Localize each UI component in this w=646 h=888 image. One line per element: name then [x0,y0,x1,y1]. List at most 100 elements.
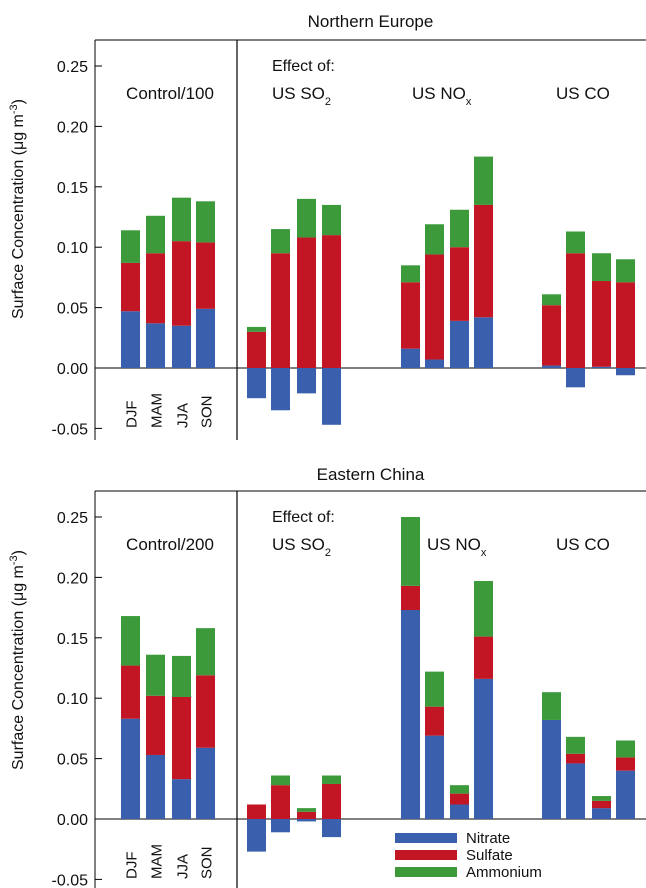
y-tick-label: -0.05 [52,872,89,888]
bar-sulfate-usso2-djf [247,804,266,819]
bar-ammonium-usco-jja [592,796,611,801]
legend-swatch-ammonium [395,867,457,877]
y-tick-label: 0.00 [57,361,88,378]
bar-sulfate-usso2-son [322,235,341,368]
bar-ammonium-usco-son [616,740,635,758]
y-axis-label: Surface Concentration (μg m-3) [8,99,27,319]
season-label-djf: DJF [124,401,141,429]
bar-ammonium-usso2-son [322,775,341,784]
bar-sulfate-usnox-djf [401,282,420,349]
bar-sulfate-control200-son [196,675,215,748]
bar-sulfate-control100-son [196,242,215,309]
bar-ammonium-usco-mam [566,231,585,254]
y-tick-label: 0.05 [57,301,88,318]
control-label: Control/200 [126,535,214,554]
bar-nitrate-usco-son [616,368,635,376]
bar-sulfate-usso2-djf [247,331,266,368]
bar-nitrate-usco-djf [542,365,561,368]
control-label: Control/100 [126,84,214,103]
bar-sulfate-usso2-mam [271,785,290,819]
bar-nitrate-control200-jja [172,779,191,819]
bar-ammonium-usco-jja [592,253,611,282]
bar-nitrate-usnox-djf [401,348,420,368]
season-label-mam: MAM [149,844,166,879]
bar-sulfate-usco-jja [592,281,611,367]
bar-ammonium-usso2-son [322,204,341,236]
bar-nitrate-usnox-djf [401,610,420,819]
bar-sulfate-control100-jja [172,241,191,326]
legend-label-nitrate: Nitrate [466,830,510,847]
bar-nitrate-control100-jja [172,325,191,368]
legend-swatch-nitrate [395,833,457,843]
bar-sulfate-usco-son [616,282,635,368]
bar-sulfate-usco-mam [566,253,585,368]
y-tick-label: 0.25 [57,510,88,527]
bar-sulfate-usso2-jja [297,811,316,819]
bar-ammonium-usco-mam [566,736,585,754]
season-label-jja: JJA [175,403,192,428]
y-tick-label: 0.15 [57,631,88,648]
bar-nitrate-usco-mam [566,763,585,819]
y-tick-label: -0.05 [52,421,89,438]
bar-ammonium-usco-son [616,259,635,283]
bar-sulfate-control200-jja [172,696,191,780]
bar-sulfate-usnox-son [474,636,493,679]
bar-sulfate-control100-djf [121,262,140,312]
bar-nitrate-control200-son [196,747,215,819]
bar-nitrate-usso2-son [322,819,341,838]
y-tick-label: 0.20 [57,119,88,136]
y-tick-label: 0.15 [57,180,88,197]
bar-nitrate-usnox-jja [450,320,469,368]
y-tick-label: 0.00 [57,812,88,829]
season-label-son: SON [199,395,216,428]
bar-sulfate-control200-djf [121,665,140,719]
y-tick-label: 0.05 [57,752,88,769]
effect-of-label: Effect of: [272,58,335,75]
y-tick-label: 0.10 [57,691,88,708]
bar-nitrate-usnox-mam [425,735,444,819]
bar-nitrate-usso2-djf [247,368,266,399]
bar-sulfate-usnox-mam [425,254,444,360]
chart-panel-2: Eastern China 0.25 0.20 0.15 0.10 0.05 0.00 -0.… [8,465,646,888]
bar-sulfate-usso2-jja [297,237,316,368]
bar-ammonium-usso2-mam [271,775,290,786]
bar-nitrate-usco-djf [542,719,561,819]
bar-nitrate-control100-son [196,308,215,368]
bar-ammonium-usnox-mam [425,671,444,707]
group-label-3: US CO [556,535,610,554]
bar-sulfate-control100-mam [146,253,165,324]
bar-nitrate-usnox-son [474,317,493,368]
bar-ammonium-control200-jja [172,655,191,697]
bar-ammonium-control100-son [196,201,215,243]
group-label-2: US NOx [427,535,487,559]
season-label-mam: MAM [149,393,166,428]
bar-sulfate-usnox-son [474,204,493,318]
bar-sulfate-usco-djf [542,305,561,366]
effect-of-label: Effect of: [272,509,335,526]
bar-ammonium-control200-djf [121,616,140,666]
bar-ammonium-usnox-mam [425,224,444,255]
bar-ammonium-usnox-djf [401,517,420,586]
bar-nitrate-usso2-djf [247,819,266,852]
bar-ammonium-control100-mam [146,215,165,254]
bar-ammonium-usnox-djf [401,265,420,283]
bar-ammonium-usco-djf [542,294,561,306]
bar-sulfate-usso2-mam [271,253,290,368]
bar-nitrate-usso2-jja [297,368,316,394]
bar-nitrate-control200-mam [146,754,165,819]
y-tick-label: 0.10 [57,240,88,257]
y-axis-label: Surface Concentration (μg m-3) [8,550,27,770]
bar-ammonium-usso2-jja [297,808,316,812]
bar-nitrate-usnox-son [474,678,493,819]
bar-nitrate-usso2-mam [271,368,290,411]
season-label-son: SON [199,846,216,879]
bar-ammonium-usso2-jja [297,198,316,238]
bar-sulfate-usco-mam [566,753,585,764]
bar-nitrate-usco-son [616,770,635,819]
bar-sulfate-usso2-son [322,783,341,819]
bar-ammonium-control200-son [196,628,215,676]
bar-ammonium-usnox-jja [450,785,469,794]
bar-ammonium-usso2-mam [271,229,290,254]
